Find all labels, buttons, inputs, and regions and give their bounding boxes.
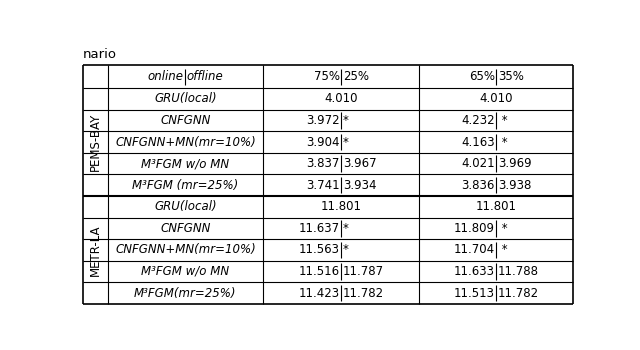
Text: *: *	[343, 135, 349, 149]
Text: GRU(local): GRU(local)	[154, 200, 217, 213]
Text: 11.563: 11.563	[299, 243, 340, 257]
Text: 35%: 35%	[498, 70, 524, 83]
Text: 4.010: 4.010	[479, 92, 513, 105]
Text: 3.934: 3.934	[343, 179, 376, 192]
Text: offline: offline	[187, 70, 224, 83]
Text: 11.782: 11.782	[343, 287, 384, 300]
Text: 3.938: 3.938	[498, 179, 531, 192]
Text: 25%: 25%	[343, 70, 369, 83]
Text: 11.633: 11.633	[454, 265, 495, 278]
Text: *: *	[343, 114, 349, 127]
Text: 4.232: 4.232	[461, 114, 495, 127]
Text: M³FGM w/o MN: M³FGM w/o MN	[141, 157, 230, 170]
Text: 11.788: 11.788	[498, 265, 539, 278]
Text: 75%: 75%	[314, 70, 340, 83]
Text: *: *	[343, 243, 349, 257]
Text: 11.801: 11.801	[321, 200, 362, 213]
Text: CNFGNN: CNFGNN	[160, 114, 211, 127]
Text: 4.010: 4.010	[324, 92, 358, 105]
Text: CNFGNN: CNFGNN	[160, 222, 211, 235]
Text: *: *	[498, 222, 508, 235]
Text: M³FGM (mr=25%): M³FGM (mr=25%)	[132, 179, 239, 192]
Text: *: *	[343, 222, 349, 235]
Text: 11.801: 11.801	[476, 200, 516, 213]
Text: *: *	[498, 243, 508, 257]
Text: nario: nario	[83, 48, 117, 61]
Text: 3.836: 3.836	[461, 179, 495, 192]
Text: 11.704: 11.704	[454, 243, 495, 257]
Text: PEMS-BAY: PEMS-BAY	[89, 113, 102, 171]
Text: 3.741: 3.741	[306, 179, 340, 192]
Text: 3.969: 3.969	[498, 157, 531, 170]
Text: 65%: 65%	[468, 70, 495, 83]
Text: *: *	[498, 114, 508, 127]
Text: 3.972: 3.972	[306, 114, 340, 127]
Text: 11.782: 11.782	[498, 287, 539, 300]
Text: METR-LA: METR-LA	[89, 224, 102, 276]
Text: 4.163: 4.163	[461, 135, 495, 149]
Text: 4.021: 4.021	[461, 157, 495, 170]
Text: 11.787: 11.787	[343, 265, 384, 278]
Text: 11.809: 11.809	[454, 222, 495, 235]
Text: 11.516: 11.516	[298, 265, 340, 278]
Text: 3.904: 3.904	[306, 135, 340, 149]
Text: 3.967: 3.967	[343, 157, 376, 170]
Text: 11.513: 11.513	[454, 287, 495, 300]
Text: 11.423: 11.423	[298, 287, 340, 300]
Text: CNFGNN+MN(mr=10%): CNFGNN+MN(mr=10%)	[115, 135, 256, 149]
Text: 3.837: 3.837	[307, 157, 340, 170]
Text: GRU(local): GRU(local)	[154, 92, 217, 105]
Text: M³FGM w/o MN: M³FGM w/o MN	[141, 265, 230, 278]
Text: *: *	[498, 135, 508, 149]
Text: M³FGM(mr=25%): M³FGM(mr=25%)	[134, 287, 237, 300]
Text: online: online	[148, 70, 184, 83]
Text: 11.637: 11.637	[298, 222, 340, 235]
Text: CNFGNN+MN(mr=10%): CNFGNN+MN(mr=10%)	[115, 243, 256, 257]
